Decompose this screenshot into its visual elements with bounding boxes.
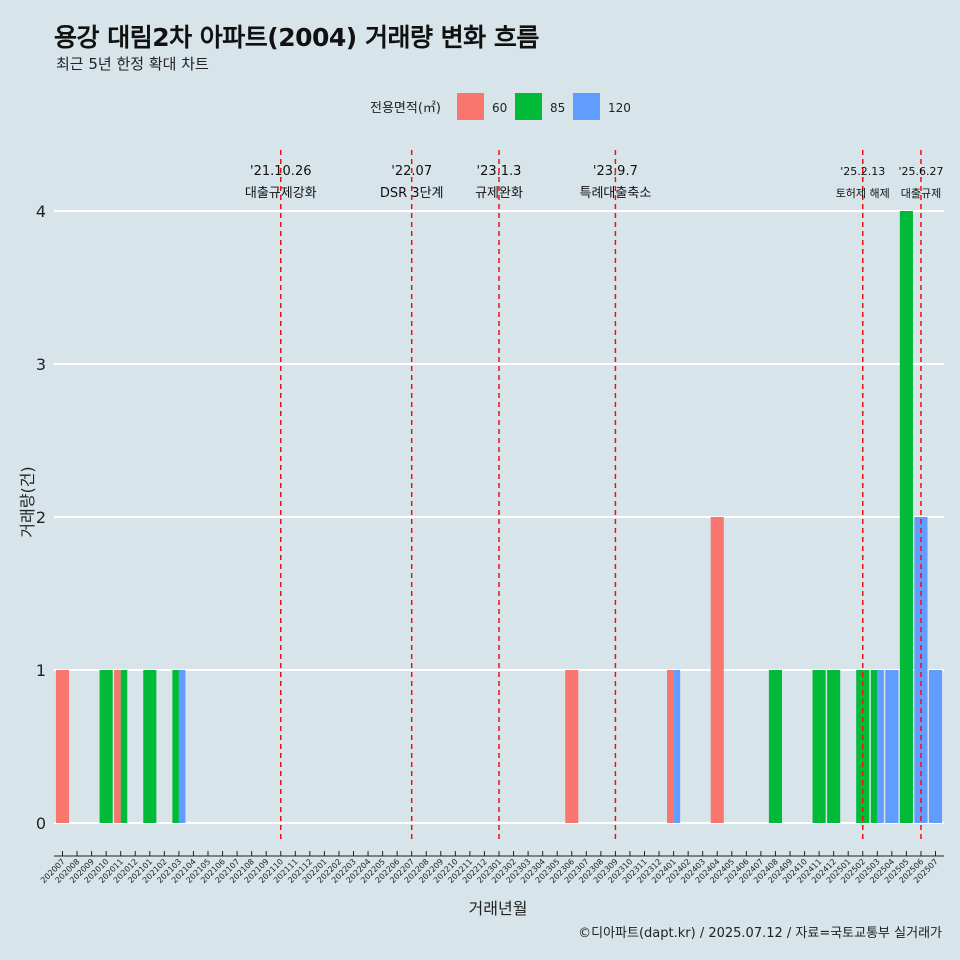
- bar-120-202401: [673, 670, 681, 823]
- legend-swatch-120: [573, 93, 600, 120]
- y-tick-label: 3: [36, 355, 46, 374]
- bar-85-202011: [120, 670, 128, 823]
- event-label: 대출규제: [901, 187, 941, 200]
- bar-85-202412: [827, 670, 841, 823]
- y-tick-label: 4: [36, 202, 46, 221]
- bar-85-202101: [143, 670, 157, 823]
- event-date: '25.6.27: [898, 165, 943, 178]
- bar-85-202503: [870, 670, 878, 823]
- event-lines: '21.10.26 대출규제강화 '22.07 DSR 3단계 '23.1.3 규제완화 '…: [245, 150, 943, 842]
- bar-85-202010: [99, 670, 113, 823]
- x-axis-label: 거래년월: [469, 899, 528, 918]
- event-date: '22.07: [391, 164, 432, 179]
- event-label: 규제완화: [475, 186, 523, 201]
- y-axis: 0 1 2 3 4: [36, 202, 46, 833]
- legend-label-85: 85: [550, 101, 565, 115]
- chart-subtitle: 최근 5년 한정 확대 차트: [56, 55, 209, 73]
- bar-60-202007: [55, 670, 70, 823]
- legend-label-120: 120: [608, 101, 631, 115]
- bar-85-202411: [812, 670, 826, 823]
- y-tick-label: 0: [36, 814, 46, 833]
- event-label: DSR 3단계: [380, 186, 444, 201]
- legend-label-60: 60: [492, 101, 507, 115]
- event-date: '21.10.26: [250, 164, 311, 179]
- bar-85-202103: [172, 670, 179, 823]
- event-date: '25.2.13: [840, 165, 885, 178]
- legend-title: 전용면적(㎡): [370, 101, 441, 116]
- event-date: '23.9.7: [593, 164, 638, 179]
- y-tick-label: 1: [36, 661, 46, 680]
- bar-60-202011: [114, 670, 121, 823]
- bar-120-202506: [914, 517, 928, 823]
- event-label: 대출규제강화: [245, 186, 317, 201]
- chart-title: 용강 대림2차 아파트(2004) 거래량 변화 흐름: [54, 23, 539, 52]
- legend-swatch-85: [515, 93, 542, 120]
- event-label: 특례대출축소: [580, 186, 652, 201]
- bars: [55, 211, 943, 823]
- bar-60-202404: [710, 517, 724, 823]
- x-axis: 2020072020082020092020102020112020122021…: [39, 851, 944, 885]
- bar-120-202507: [928, 670, 943, 823]
- event-date: '23.1.3: [477, 164, 522, 179]
- y-axis-label: 거래량(건): [18, 466, 37, 537]
- bar-120-202504: [885, 670, 899, 823]
- bar-60-202306: [565, 670, 579, 823]
- legend-swatch-60: [457, 93, 484, 120]
- legend: 전용면적(㎡) 60 85 120: [370, 93, 631, 120]
- gridlines: [54, 210, 944, 824]
- bar-85-202505: [899, 211, 913, 823]
- y-tick-label: 2: [36, 508, 46, 527]
- bar-60-202401: [667, 670, 674, 823]
- bar-120-202103: [178, 670, 186, 823]
- source-caption: ©디아파트(dapt.kr) / 2025.07.12 / 자료=국토교통부 실…: [578, 926, 942, 941]
- bar-85-202408: [768, 670, 782, 823]
- bar-120-202503: [877, 670, 884, 823]
- event-label: 토허제 해제: [836, 186, 890, 200]
